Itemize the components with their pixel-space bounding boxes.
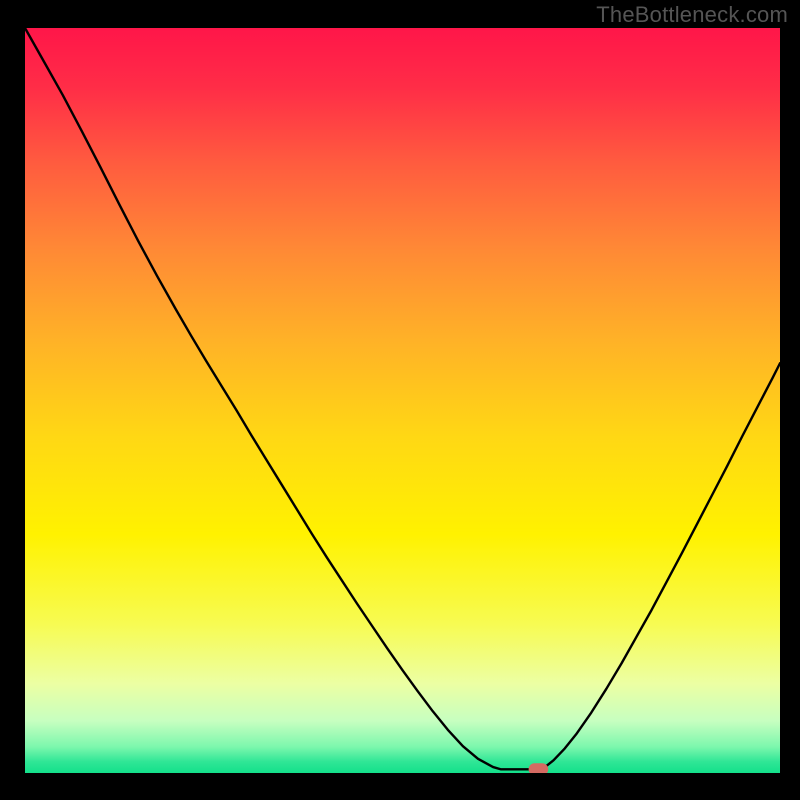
- optimal-point-marker: [529, 763, 549, 773]
- bottleneck-curve-chart: [25, 28, 780, 773]
- gradient-background: [25, 28, 780, 773]
- plot-area: [25, 28, 780, 773]
- watermark-text: TheBottleneck.com: [596, 2, 788, 28]
- chart-frame: TheBottleneck.com: [0, 0, 800, 800]
